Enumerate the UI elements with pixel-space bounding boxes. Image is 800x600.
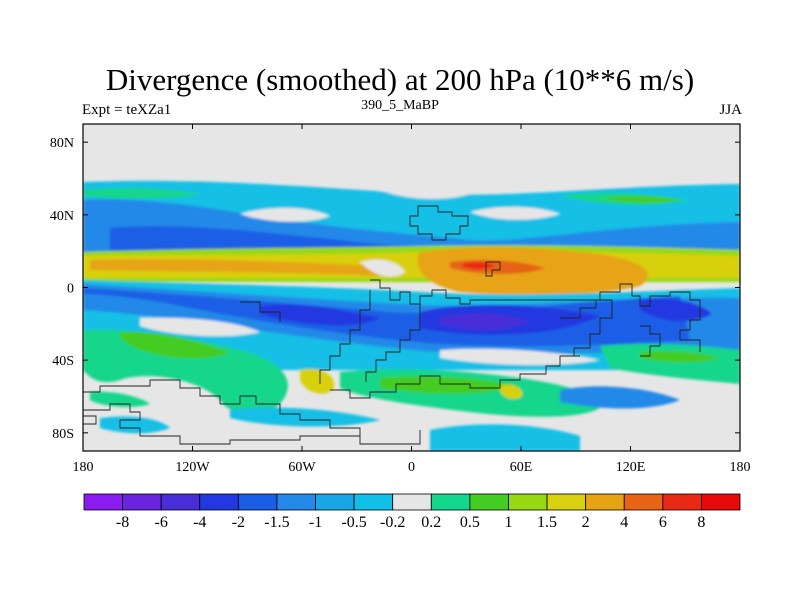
coastline-11 <box>220 395 361 436</box>
colorbar-box-0 <box>83 493 123 511</box>
coastline-1 <box>409 205 469 241</box>
sh-lime-3 <box>640 351 720 363</box>
colorbar-box-6 <box>315 493 355 511</box>
sh-green-3 <box>600 343 740 384</box>
nh-gap-3 <box>380 184 470 199</box>
experiment-label: Expt = teXZa1 <box>82 102 172 118</box>
tropic-band-orange <box>90 259 380 276</box>
coastline-9 <box>83 379 221 404</box>
sh-band-lime <box>119 331 230 359</box>
coastline-12 <box>83 415 97 425</box>
colorbar-box-3 <box>199 493 239 511</box>
colorbar-label-9: 0.5 <box>460 514 480 531</box>
colorbar-box-10 <box>469 493 509 511</box>
coastline-13 <box>330 355 580 399</box>
coastline-4 <box>640 291 701 352</box>
y-tick-label-3: 40S <box>52 354 74 369</box>
colorbar-box-5 <box>276 493 316 511</box>
coastline-5 <box>319 290 371 384</box>
eq-band-core <box>260 304 380 326</box>
colorbar-label-6: -0.5 <box>341 514 366 531</box>
x-tick-label-2: 60W <box>288 460 316 475</box>
colorbar-label-10: 1 <box>504 514 512 531</box>
colorbar-box-16 <box>701 493 741 511</box>
sh-band-lime-2 <box>380 376 520 394</box>
coastline-7 <box>560 299 613 356</box>
x-tick-label-4: 60E <box>510 460 533 475</box>
nh-green-2 <box>600 195 680 203</box>
colorbar-label-15: 8 <box>697 514 705 531</box>
colorbar-box-15 <box>662 493 702 511</box>
colorbar-label-11: 1.5 <box>537 514 557 531</box>
sh-band-green <box>83 329 288 415</box>
sh-cyan-1 <box>230 407 380 427</box>
sh-yellow-1 <box>300 368 335 394</box>
colorbar-box-11 <box>508 493 548 511</box>
africa-divergence-red <box>462 262 496 269</box>
nh-band-darkblue <box>110 226 470 252</box>
coastline-14 <box>240 301 281 322</box>
colorbar-box-13 <box>585 493 625 511</box>
sh-blue-1 <box>560 386 680 409</box>
colorbar-box-9 <box>430 493 471 511</box>
y-tick-label-0: 80N <box>50 136 74 151</box>
colorbar-label-4: -1.5 <box>264 514 289 531</box>
colorbar-label-8: 0.2 <box>421 514 441 531</box>
pacific-core <box>640 298 712 322</box>
coastline-10 <box>83 403 421 445</box>
sh-cyan-2 <box>100 416 170 434</box>
colorbar-label-0: -8 <box>116 514 129 531</box>
colorbar-label-12: 2 <box>582 514 590 531</box>
y-tick-label-1: 40N <box>50 209 74 224</box>
colorbar-label-7: -0.2 <box>380 514 405 531</box>
colorbar-label-5: -1 <box>309 514 322 531</box>
colorbar-label-3: -2 <box>232 514 245 531</box>
x-tick-label-5: 120E <box>616 460 646 475</box>
run-label: 390_5_MaBP <box>361 98 439 113</box>
nh-gap-2 <box>470 206 560 220</box>
colorbar-label-14: 6 <box>659 514 667 531</box>
sh-cyan-3 <box>430 424 580 451</box>
colorbar-box-8 <box>392 493 432 511</box>
x-tick-label-3: 0 <box>408 460 415 475</box>
coastlines <box>83 205 701 445</box>
nh-green-3 <box>83 187 200 199</box>
colorbar-box-12 <box>546 493 587 511</box>
colorbar-label-13: 4 <box>620 514 628 531</box>
season-label: JJA <box>719 102 742 118</box>
x-tick-label-1: 120W <box>175 460 210 475</box>
map-field <box>83 124 740 451</box>
coastline-2 <box>485 261 501 277</box>
coastline-6 <box>365 304 421 382</box>
sh-yellow-2 <box>500 384 523 399</box>
plot-title: Divergence (smoothed) at 200 hPa (10**6 … <box>105 62 695 97</box>
coastline-3 <box>370 279 641 306</box>
colorbar-box-4 <box>237 493 278 511</box>
colorbar-label-2: -4 <box>193 514 206 531</box>
tropic-gap-1 <box>360 259 405 277</box>
y-tick-label-2: 0 <box>67 282 74 297</box>
sh-green-4 <box>90 391 150 407</box>
colorbar-box-1 <box>122 493 162 511</box>
colorbar: -8 -6 -4 -2 -1.5 -1 -0.5 -0.2 0.2 0.5 1 1.5 2 4 6 8 <box>83 493 741 531</box>
colorbar-box-14 <box>623 493 664 511</box>
axis-ticks: 180 120W 60W 0 60E 120E 180 80N 40N 0 40S 80S <box>50 124 751 475</box>
colorbar-box-7 <box>353 493 394 511</box>
indian-ocean-min <box>440 313 530 330</box>
colorbar-label-1: -6 <box>155 514 168 531</box>
x-tick-label-0: 180 <box>73 460 94 475</box>
coastline-8 <box>640 325 661 357</box>
eq-gap-1 <box>140 317 260 337</box>
nh-gap-1 <box>240 207 330 222</box>
x-tick-label-6: 180 <box>730 460 751 475</box>
colorbar-box-2 <box>160 493 201 511</box>
y-tick-label-4: 80S <box>52 427 74 442</box>
